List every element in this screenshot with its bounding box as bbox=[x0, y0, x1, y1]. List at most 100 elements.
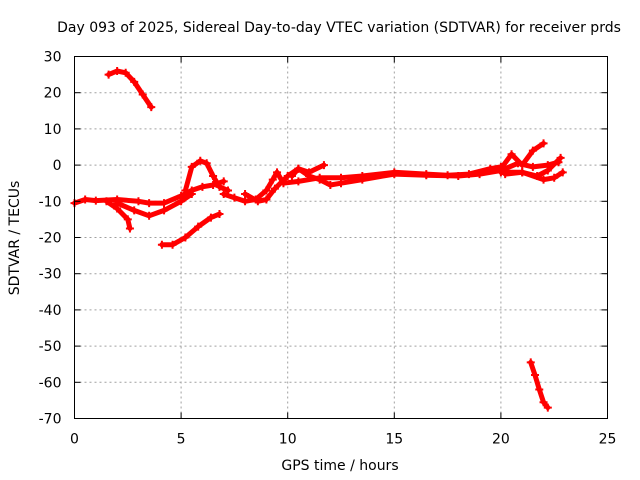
data-point bbox=[319, 161, 328, 170]
data-point bbox=[130, 77, 139, 86]
data-point bbox=[198, 182, 207, 191]
data-point bbox=[315, 175, 324, 184]
data-point bbox=[539, 175, 548, 184]
chart-title: Day 093 of 2025, Sidereal Day-to-day VTE… bbox=[57, 20, 621, 36]
y-tick-label: -20 bbox=[39, 231, 62, 247]
data-point bbox=[219, 190, 228, 199]
data-point bbox=[253, 197, 262, 206]
series-arc-dip-a bbox=[104, 198, 133, 231]
data-point bbox=[543, 161, 552, 170]
data-point bbox=[358, 175, 367, 184]
data-point bbox=[160, 199, 169, 208]
data-point bbox=[91, 196, 100, 205]
x-tick-label: 25 bbox=[599, 432, 617, 448]
data-point bbox=[262, 195, 271, 204]
data-point bbox=[270, 184, 279, 193]
y-tick-label: 0 bbox=[53, 158, 62, 174]
data-point bbox=[294, 164, 303, 173]
data-point bbox=[102, 197, 111, 206]
x-axis-label: GPS time / hours bbox=[281, 458, 398, 474]
series-arc-dip-b bbox=[114, 191, 195, 219]
data-point bbox=[215, 182, 224, 191]
data-point bbox=[123, 215, 132, 224]
data-point bbox=[241, 197, 250, 206]
data-point bbox=[294, 177, 303, 186]
data-point bbox=[113, 66, 122, 75]
data-point bbox=[518, 168, 527, 177]
series-arc-mid-c bbox=[289, 162, 327, 179]
x-tick-label: 0 bbox=[70, 432, 79, 448]
y-tick-label: 20 bbox=[44, 86, 62, 102]
data-point bbox=[194, 222, 203, 231]
data-point bbox=[268, 175, 277, 184]
data-point bbox=[181, 186, 190, 195]
data-point bbox=[134, 197, 143, 206]
data-point bbox=[543, 403, 552, 412]
data-point bbox=[475, 170, 484, 179]
data-point bbox=[145, 211, 154, 220]
y-axis-label: SDTVAR / TECUs bbox=[7, 181, 23, 296]
y-tick-label: -70 bbox=[39, 412, 62, 428]
data-point bbox=[138, 90, 147, 99]
data-point bbox=[215, 209, 224, 218]
tick-layer: 0 5 10 15 20 25 30 20 10 0 -10 -20 -30 -40 -50 -60 -70 bbox=[39, 50, 617, 448]
data-point bbox=[104, 70, 113, 79]
data-point bbox=[556, 153, 565, 162]
data-point bbox=[202, 159, 211, 168]
data-point bbox=[550, 173, 559, 182]
data-point bbox=[121, 68, 130, 77]
data-point bbox=[531, 371, 540, 380]
series-arc-mid-b bbox=[242, 166, 504, 204]
data-point bbox=[206, 213, 215, 222]
x-tick-label: 5 bbox=[177, 432, 186, 448]
y-tick-label: 10 bbox=[44, 122, 62, 138]
data-point bbox=[528, 146, 537, 155]
series-layer bbox=[70, 66, 567, 412]
data-point bbox=[187, 162, 196, 171]
data-point bbox=[422, 171, 431, 180]
data-point bbox=[454, 171, 463, 180]
grid-layer bbox=[74, 56, 608, 419]
data-point bbox=[507, 150, 516, 159]
data-point bbox=[326, 181, 335, 190]
data-point bbox=[501, 170, 510, 179]
data-point bbox=[113, 199, 122, 208]
data-point bbox=[513, 159, 522, 168]
data-point bbox=[125, 224, 134, 233]
data-point bbox=[81, 195, 90, 204]
x-tick-label: 20 bbox=[492, 432, 510, 448]
data-point bbox=[196, 156, 205, 165]
data-point bbox=[177, 197, 186, 206]
data-point bbox=[168, 240, 177, 249]
data-point bbox=[558, 168, 567, 177]
y-tick-label: -60 bbox=[39, 375, 62, 391]
data-point bbox=[209, 171, 218, 180]
data-point bbox=[147, 103, 156, 112]
data-point bbox=[130, 206, 139, 215]
y-tick-label: -40 bbox=[39, 303, 62, 319]
y-tick-label: -30 bbox=[39, 267, 62, 283]
data-point bbox=[337, 179, 345, 188]
data-point bbox=[390, 170, 399, 179]
series-arc-high bbox=[106, 68, 154, 110]
y-tick-label: -10 bbox=[39, 194, 62, 210]
y-tick-label: 30 bbox=[44, 50, 62, 66]
data-point bbox=[160, 206, 169, 215]
data-point bbox=[496, 166, 505, 175]
data-point bbox=[305, 168, 314, 177]
data-point bbox=[287, 171, 296, 180]
data-point bbox=[241, 190, 250, 199]
data-point bbox=[181, 233, 190, 242]
series-arc-drop bbox=[528, 359, 551, 411]
x-tick-label: 15 bbox=[385, 432, 403, 448]
data-point bbox=[526, 358, 535, 367]
data-point bbox=[273, 168, 282, 177]
data-point bbox=[554, 158, 563, 167]
data-point bbox=[262, 186, 271, 195]
data-point bbox=[528, 162, 537, 171]
data-point bbox=[539, 398, 548, 407]
y-tick-label: -50 bbox=[39, 339, 62, 355]
x-tick-label: 10 bbox=[279, 432, 297, 448]
data-point bbox=[219, 177, 228, 186]
